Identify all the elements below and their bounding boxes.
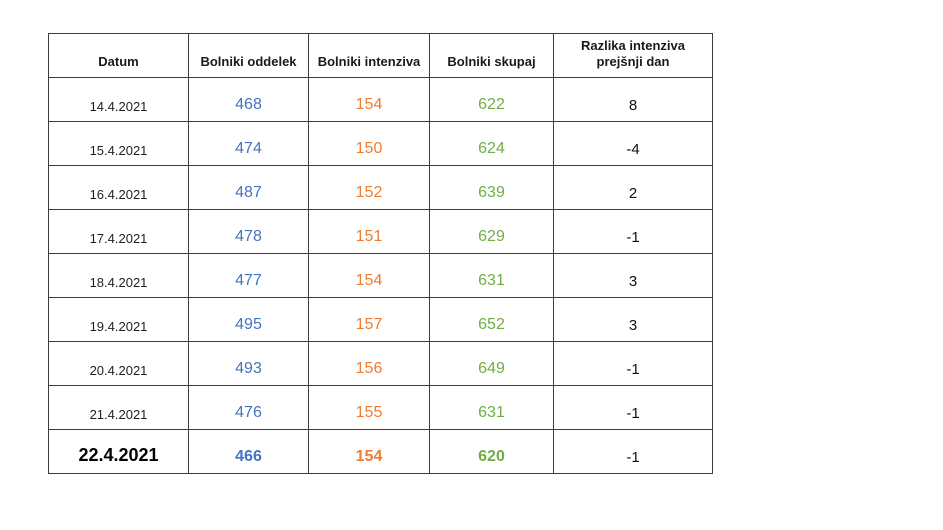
cell-oddelek: 468	[188, 77, 309, 122]
header-intenziva: Bolniki intenziva	[308, 33, 430, 78]
cell-oddelek: 476	[188, 385, 309, 430]
cell-skupaj: 622	[429, 77, 554, 122]
covid-patients-table: Datum Bolniki oddelek Bolniki intenziva …	[48, 33, 713, 474]
cell-razlika: -1	[553, 385, 713, 430]
cell-oddelek: 487	[188, 165, 309, 210]
cell-datum: 18.4.2021	[48, 253, 189, 298]
cell-skupaj: 652	[429, 297, 554, 342]
table-row: 17.4.2021 478 151 629 -1	[48, 209, 713, 254]
cell-razlika: -1	[553, 209, 713, 254]
header-datum: Datum	[48, 33, 189, 78]
cell-datum: 15.4.2021	[48, 121, 189, 166]
cell-razlika: 3	[553, 253, 713, 298]
cell-razlika: 8	[553, 77, 713, 122]
table-row: 19.4.2021 495 157 652 3	[48, 297, 713, 342]
cell-razlika: -1	[553, 341, 713, 386]
cell-oddelek: 474	[188, 121, 309, 166]
table-row: 20.4.2021 493 156 649 -1	[48, 341, 713, 386]
cell-skupaj: 624	[429, 121, 554, 166]
cell-razlika: -4	[553, 121, 713, 166]
cell-oddelek: 478	[188, 209, 309, 254]
cell-intenziva: 154	[308, 429, 430, 474]
cell-intenziva: 157	[308, 297, 430, 342]
cell-intenziva: 152	[308, 165, 430, 210]
cell-skupaj: 620	[429, 429, 554, 474]
cell-datum: 16.4.2021	[48, 165, 189, 210]
cell-datum: 14.4.2021	[48, 77, 189, 122]
table-header-row: Datum Bolniki oddelek Bolniki intenziva …	[48, 33, 713, 78]
cell-oddelek: 466	[188, 429, 309, 474]
table-row: 15.4.2021 474 150 624 -4	[48, 121, 713, 166]
cell-oddelek: 495	[188, 297, 309, 342]
cell-intenziva: 154	[308, 253, 430, 298]
cell-intenziva: 151	[308, 209, 430, 254]
cell-razlika: 3	[553, 297, 713, 342]
cell-datum: 22.4.2021	[48, 429, 189, 474]
cell-intenziva: 155	[308, 385, 430, 430]
cell-datum: 17.4.2021	[48, 209, 189, 254]
table-row: 21.4.2021 476 155 631 -1	[48, 385, 713, 430]
cell-razlika: 2	[553, 165, 713, 210]
cell-skupaj: 649	[429, 341, 554, 386]
cell-razlika: -1	[553, 429, 713, 474]
table-row-total: 22.4.2021 466 154 620 -1	[48, 429, 713, 474]
cell-intenziva: 154	[308, 77, 430, 122]
table-row: 14.4.2021 468 154 622 8	[48, 77, 713, 122]
cell-skupaj: 629	[429, 209, 554, 254]
cell-intenziva: 150	[308, 121, 430, 166]
cell-oddelek: 493	[188, 341, 309, 386]
cell-datum: 19.4.2021	[48, 297, 189, 342]
cell-intenziva: 156	[308, 341, 430, 386]
cell-skupaj: 631	[429, 385, 554, 430]
header-oddelek: Bolniki oddelek	[188, 33, 309, 78]
header-razlika: Razlika intenziva prejšnji dan	[553, 33, 713, 78]
cell-datum: 20.4.2021	[48, 341, 189, 386]
cell-skupaj: 639	[429, 165, 554, 210]
table-row: 16.4.2021 487 152 639 2	[48, 165, 713, 210]
table-body: 14.4.2021 468 154 622 8 15.4.2021 474 15…	[48, 77, 713, 474]
cell-oddelek: 477	[188, 253, 309, 298]
table-row: 18.4.2021 477 154 631 3	[48, 253, 713, 298]
cell-datum: 21.4.2021	[48, 385, 189, 430]
header-skupaj: Bolniki skupaj	[429, 33, 554, 78]
cell-skupaj: 631	[429, 253, 554, 298]
